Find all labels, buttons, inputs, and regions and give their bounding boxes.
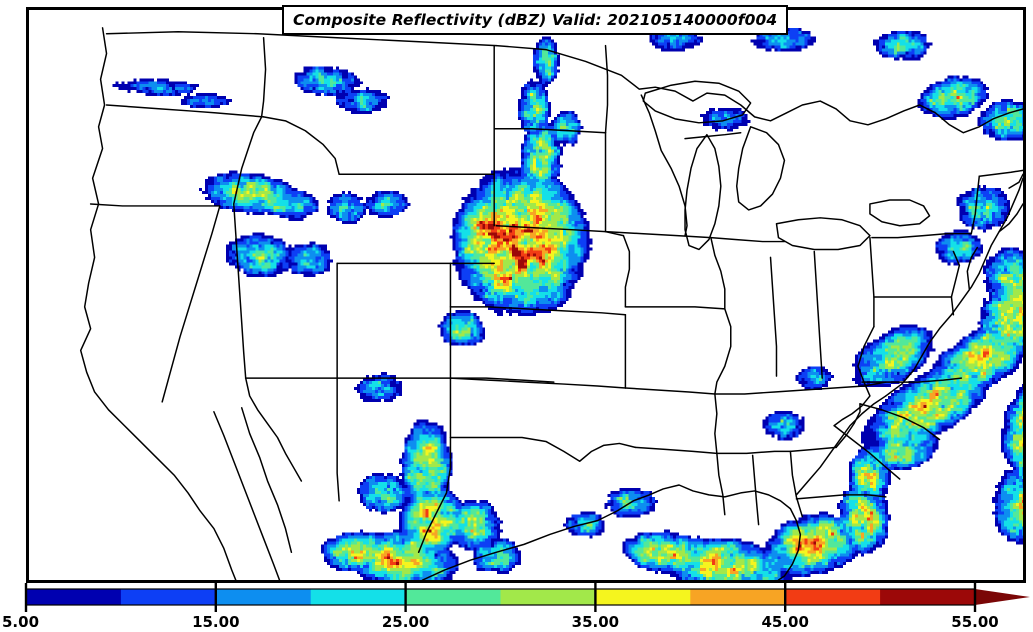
state-border-or-ca — [89, 203, 221, 207]
colorbar-label-35: 35.00 — [572, 613, 619, 631]
colorbar-bands — [25, 588, 1030, 606]
state-border-mn-wi — [640, 94, 688, 237]
colorbar-band-20 — [310, 589, 407, 605]
map-title-box: Composite Reflectivity (dBZ) Valid: 2021… — [282, 5, 789, 35]
state-border-ny-vt — [970, 175, 981, 235]
colorbar-band-15 — [215, 589, 312, 605]
colorbar-label-15: 15.00 — [192, 613, 239, 631]
radar-map-panel[interactable] — [26, 7, 1026, 583]
colorbar-label-25: 25.00 — [382, 613, 429, 631]
state-border-mn-ia — [604, 230, 712, 239]
page-title: Composite Reflectivity (dBZ) Valid: 2021… — [293, 11, 778, 29]
state-border-nm-tx — [417, 377, 452, 554]
coastline-pacific — [79, 27, 237, 580]
state-border-ks-ok — [449, 377, 627, 389]
colorbar-band-30 — [500, 589, 596, 605]
radar-reflectivity-layer — [112, 27, 1023, 580]
lake-superior — [642, 80, 752, 124]
colorbar-canvas[interactable]: 5.00 15.00 25.00 35.00 45.00 55.00 — [0, 583, 1033, 632]
colorbar-band-45 — [785, 589, 881, 605]
state-border-ne-ks — [449, 306, 627, 316]
border-canada-west — [105, 31, 497, 47]
state-border-mt-id — [262, 116, 340, 176]
state-border-ne-ia — [622, 234, 631, 308]
state-border-il-in — [769, 256, 778, 377]
colorbar-label-45: 45.00 — [761, 613, 808, 631]
border-canada-lakes — [495, 44, 1023, 134]
colorbar-band-5 — [26, 589, 122, 605]
coastline-atlantic — [885, 177, 1023, 397]
state-border-id-west — [233, 36, 267, 205]
colorbar-ticks — [24, 583, 977, 612]
geography-layer — [79, 27, 1023, 580]
state-border-ok-tx — [449, 436, 637, 462]
state-border-mo-ar — [624, 387, 716, 395]
lake-erie — [775, 217, 871, 251]
colorbar-band-35 — [595, 589, 691, 605]
state-border-wi-mi — [684, 131, 742, 140]
state-border-tn-ky — [714, 381, 887, 395]
colorbar-tick-labels: 5.00 15.00 25.00 35.00 45.00 55.00 — [2, 613, 999, 631]
lake-ontario — [869, 199, 931, 227]
colorbar-band-10 — [120, 589, 217, 605]
state-border-wa-or — [105, 104, 265, 118]
state-border-tn-nc — [835, 403, 861, 449]
state-border-ms-al — [751, 454, 760, 526]
colorbar-label-55: 55.00 — [951, 613, 998, 631]
state-border-va-nc — [861, 377, 963, 383]
lake-huron — [735, 126, 786, 211]
colorbar-band-25 — [405, 589, 502, 605]
state-border-ut-nv — [233, 203, 247, 379]
state-border-ia-mo — [624, 306, 726, 310]
coastline-chesapeake — [950, 250, 961, 316]
state-border-oh-wv — [857, 325, 875, 383]
state-border-oh-pa — [869, 236, 875, 328]
state-border-in-oh — [813, 250, 823, 379]
map-canvas[interactable] — [29, 10, 1023, 580]
state-border-nv-ca — [161, 205, 221, 403]
state-border-ia-il — [710, 236, 726, 310]
state-border-pa-ny — [871, 232, 973, 239]
colorbar-label-5: 5.00 — [2, 613, 39, 631]
state-border-mo-il — [714, 308, 732, 395]
lake-michigan — [684, 133, 722, 251]
coastline-baja — [213, 411, 281, 580]
state-border-co-ks — [449, 377, 555, 383]
state-border-az-ca — [244, 377, 303, 482]
colorbar-extend-arrow — [975, 589, 1030, 605]
colorbar-band-40 — [690, 589, 786, 605]
state-border-wi-il — [710, 236, 786, 243]
state-border-la-ms — [716, 452, 726, 516]
state-border-az-nm — [336, 377, 340, 502]
state-border-ms-tn — [716, 446, 837, 455]
state-border-sd-ne — [495, 224, 625, 237]
gulf-of-california — [240, 407, 293, 554]
state-border-nc-sc — [859, 403, 941, 441]
coastline-cape-cod — [1008, 173, 1023, 189]
state-border-nd-sd — [493, 128, 607, 134]
state-border-ga-fl — [795, 494, 887, 500]
colorbar-band-50 — [880, 589, 976, 605]
colorbar[interactable]: 5.00 15.00 25.00 35.00 45.00 55.00 — [0, 583, 1033, 632]
state-border-ar-ms — [714, 393, 718, 455]
state-border-ne-states — [978, 169, 1023, 177]
coastline-gulf — [421, 484, 802, 580]
state-border-nd-mn — [604, 44, 609, 134]
state-border-ky-va — [833, 381, 871, 427]
coastline-delmarva — [966, 246, 979, 290]
state-border-al-ga — [789, 450, 804, 518]
coastline-newengland — [998, 203, 1023, 233]
state-border-ar-la — [634, 446, 718, 455]
